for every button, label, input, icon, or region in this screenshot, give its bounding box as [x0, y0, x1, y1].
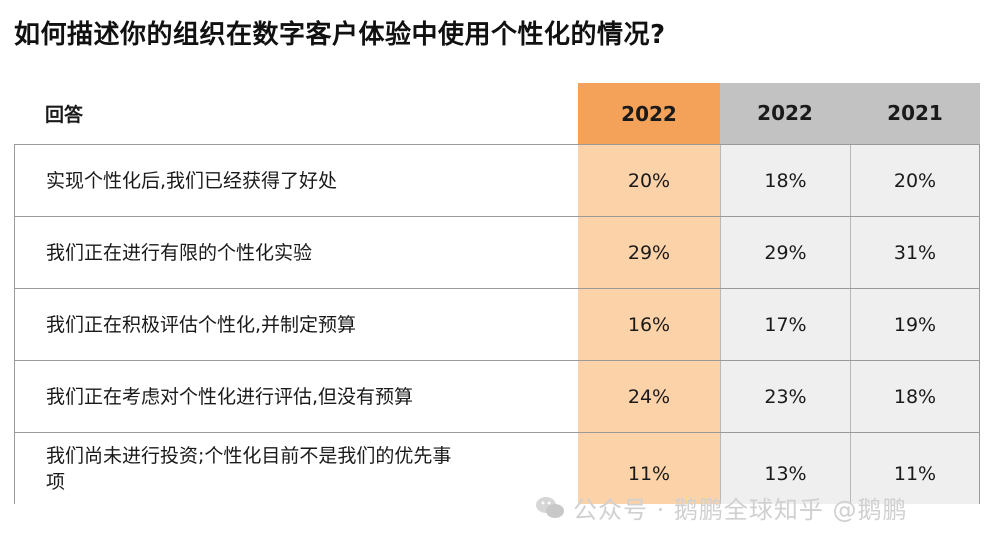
- cell-value: 31%: [893, 241, 937, 264]
- row-label: 我们正在考虑对个性化进行评估,但没有预算: [14, 361, 578, 432]
- row-label: 实现个性化后,我们已经获得了好处: [14, 145, 578, 216]
- value-cell: 19%: [850, 289, 980, 360]
- row-label: 我们尚未进行投资;个性化目前不是我们的优先事项: [14, 433, 578, 504]
- value-cell: 29%: [578, 217, 720, 288]
- value-cell: 20%: [850, 145, 980, 216]
- cell-value: 20%: [893, 169, 937, 192]
- table-row: 我们正在进行有限的个性化实验 29% 29% 31%: [14, 216, 980, 288]
- page-title: 如何描述你的组织在数字客户体验中使用个性化的情况?: [14, 20, 666, 50]
- cell-value: 19%: [893, 313, 937, 336]
- watermark-text: 公众号 · 鹅鹏全球知乎 @鹅鹏: [573, 496, 908, 524]
- value-cell: 16%: [578, 289, 720, 360]
- value-cell: 17%: [720, 289, 850, 360]
- cell-value: 20%: [627, 169, 671, 192]
- wechat-icon: [535, 495, 565, 527]
- header-2021: 2021: [887, 101, 943, 125]
- value-cell: 11%: [578, 433, 720, 504]
- row-label: 我们正在进行有限的个性化实验: [14, 217, 578, 288]
- table-row: 我们正在考虑对个性化进行评估,但没有预算 24% 23% 18%: [14, 360, 980, 432]
- cell-value: 11%: [627, 463, 671, 486]
- value-cell: 24%: [578, 361, 720, 432]
- watermark: 公众号 · 鹅鹏全球知乎 @鹅鹏: [535, 490, 908, 527]
- table-row: 我们正在积极评估个性化,并制定预算 16% 17% 19%: [14, 288, 980, 360]
- value-cell: 13%: [720, 433, 850, 504]
- cell-value: 23%: [764, 385, 807, 408]
- value-cell: 29%: [720, 217, 850, 288]
- table-row: 实现个性化后,我们已经获得了好处 20% 18% 20%: [14, 144, 980, 216]
- cell-value: 18%: [764, 169, 807, 192]
- cell-value: 11%: [893, 463, 937, 486]
- header-2022: 2022: [757, 101, 813, 125]
- cell-value: 13%: [764, 463, 807, 486]
- value-cell: 18%: [850, 361, 980, 432]
- cell-value: 16%: [627, 313, 671, 336]
- cell-value: 29%: [627, 241, 671, 264]
- value-cell: 11%: [850, 433, 980, 504]
- cell-value: 29%: [764, 241, 807, 264]
- row-label: 我们正在积极评估个性化,并制定预算: [14, 289, 578, 360]
- header-answer: 回答: [45, 104, 84, 126]
- cell-value: 18%: [893, 385, 937, 408]
- cell-value: 17%: [764, 313, 807, 336]
- value-cell: 20%: [578, 145, 720, 216]
- value-cell: 31%: [850, 217, 980, 288]
- value-cell: 23%: [720, 361, 850, 432]
- header-2022-highlight: 2022: [578, 83, 720, 144]
- data-table: 回答 2022 2022 2021 实现个性化后,我们已经获得了好处 20% 18%…: [14, 83, 980, 528]
- value-cell: 18%: [720, 145, 850, 216]
- header-grey-group: 2022 2021: [720, 83, 980, 144]
- cell-value: 24%: [627, 385, 671, 408]
- table-row: 我们尚未进行投资;个性化目前不是我们的优先事项 11% 13% 11%: [14, 432, 980, 504]
